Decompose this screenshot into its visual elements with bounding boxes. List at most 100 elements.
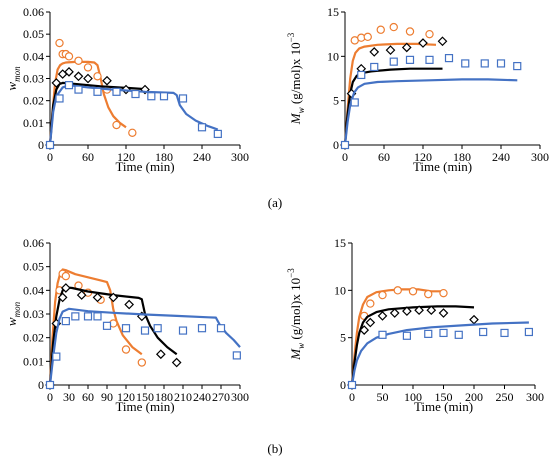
data-point-square bbox=[347, 380, 357, 390]
y-tick-label: 0 bbox=[38, 138, 44, 152]
y-axis-title-variable: w bbox=[4, 317, 19, 326]
series-1-model-curve bbox=[350, 288, 444, 386]
data-point-circle bbox=[112, 120, 121, 130]
x-axis-title: Time (min) bbox=[115, 399, 174, 414]
y-tick-label: 0.03 bbox=[23, 72, 44, 86]
data-point-circle bbox=[363, 32, 372, 42]
data-point-circle bbox=[93, 72, 102, 81]
x-tick-label: 180 bbox=[155, 150, 173, 164]
data-point-square bbox=[83, 312, 93, 321]
x-tick-label: 210 bbox=[174, 390, 192, 404]
data-point-diamond bbox=[401, 42, 412, 53]
chart-b-monomer-fraction: 0 30 60 90 120 150 180 210 240 270 300 0 0.01 0.02 0.0… bbox=[4, 236, 249, 414]
data-point-circle bbox=[74, 56, 83, 65]
data-point-diamond bbox=[102, 75, 112, 86]
data-point-square bbox=[71, 312, 80, 321]
data-point-circle bbox=[55, 38, 64, 48]
data-point-diamond bbox=[124, 299, 135, 310]
y-tick-label: 0.02 bbox=[23, 94, 44, 108]
series-3-model-curve bbox=[343, 78, 518, 146]
data-point-circle bbox=[424, 289, 433, 299]
series-2-model-curve bbox=[350, 305, 475, 386]
data-point-diamond bbox=[365, 317, 376, 328]
x-tick-label: 60 bbox=[378, 150, 390, 164]
x-tick-label: 150 bbox=[136, 390, 154, 404]
data-point-circle bbox=[137, 358, 147, 367]
data-point-diamond bbox=[437, 36, 448, 47]
y-axis-title-subscript: w bbox=[296, 343, 306, 349]
data-point-diamond bbox=[57, 292, 68, 303]
data-point-square bbox=[55, 94, 64, 103]
x-tick-label: 240 bbox=[193, 150, 211, 164]
data-point-square bbox=[389, 57, 398, 66]
chart-a-molecular-weight: 0 60 120 180 240 300 0 5 10 15 Time (min) Mw (g/mol… bbox=[286, 5, 549, 174]
x-tick-label: 200 bbox=[465, 390, 483, 404]
data-point-diamond bbox=[108, 292, 119, 303]
data-point-square bbox=[74, 85, 83, 94]
data-point-square bbox=[140, 326, 150, 335]
y-tick-label: 0.06 bbox=[23, 5, 44, 19]
y-axis-title-units: (g/mol)x 10 bbox=[288, 42, 303, 107]
x-axis-title: Time (min) bbox=[115, 159, 174, 174]
x-axis-title: Time (min) bbox=[413, 159, 472, 174]
data-point-square bbox=[52, 352, 61, 361]
data-point-diamond bbox=[83, 73, 93, 84]
data-point-square bbox=[197, 123, 207, 132]
series-2-model-curve bbox=[48, 81, 146, 146]
x-tick-label: 60 bbox=[82, 390, 94, 404]
data-point-square bbox=[480, 59, 489, 68]
data-point-square bbox=[357, 70, 366, 80]
y-tick-label: 15 bbox=[327, 5, 339, 19]
x-tick-label: 300 bbox=[526, 390, 544, 404]
data-point-circle bbox=[389, 22, 398, 32]
data-point-square bbox=[424, 329, 433, 338]
y-tick-label: 15 bbox=[334, 236, 346, 250]
data-point-circle bbox=[408, 287, 418, 296]
y-tick-label: 0.02 bbox=[23, 331, 44, 345]
x-tick-label: 120 bbox=[117, 150, 135, 164]
y-tick-label: 0 bbox=[38, 378, 44, 392]
y-axis-title: wmon bbox=[4, 66, 22, 91]
x-tick-label: 300 bbox=[531, 150, 549, 164]
data-point-square bbox=[45, 380, 55, 390]
data-point-square bbox=[112, 87, 121, 96]
data-point-square bbox=[479, 327, 488, 337]
data-point-square bbox=[524, 327, 534, 337]
x-tick-label: 0 bbox=[342, 150, 348, 164]
data-point-circle bbox=[366, 299, 375, 308]
y-tick-label: 0.05 bbox=[23, 27, 44, 41]
x-tick-label: 150 bbox=[435, 390, 453, 404]
x-tick-label: 100 bbox=[404, 390, 422, 404]
data-point-square bbox=[444, 54, 454, 63]
data-point-square bbox=[153, 324, 162, 333]
panel-label-b: (b) bbox=[267, 441, 282, 456]
data-point-circle bbox=[64, 52, 74, 61]
data-point-square bbox=[378, 330, 387, 339]
data-point-square bbox=[513, 61, 522, 71]
y-tick-label: 0.04 bbox=[23, 283, 44, 297]
data-point-circle bbox=[83, 63, 93, 72]
y-tick-label: 0.03 bbox=[23, 307, 44, 321]
data-point-circle bbox=[405, 27, 415, 36]
data-point-square bbox=[178, 326, 188, 335]
data-point-square bbox=[45, 140, 55, 150]
y-axis-title: Mw (g/mol)x 10−3 bbox=[286, 32, 306, 125]
data-point-square bbox=[350, 98, 359, 107]
y-axis-title-units: (g/mol)x 10 bbox=[288, 278, 303, 343]
data-point-diamond bbox=[51, 78, 62, 88]
y-tick-label: 0.04 bbox=[23, 49, 44, 63]
data-point-diamond bbox=[385, 45, 396, 55]
data-point-square bbox=[93, 312, 102, 321]
data-point-diamond bbox=[418, 38, 428, 48]
series-3-model-curve bbox=[48, 84, 219, 146]
series-1-model-curve bbox=[48, 60, 127, 146]
x-tick-label: 0 bbox=[47, 150, 53, 164]
data-point-diamond bbox=[60, 283, 71, 293]
y-axis-title-variable: M bbox=[288, 348, 303, 361]
y-axis-title-subscript: mon bbox=[12, 301, 22, 317]
data-point-square bbox=[425, 55, 434, 64]
x-tick-label: 120 bbox=[117, 390, 135, 404]
data-point-diamond bbox=[389, 308, 400, 318]
data-point-square bbox=[405, 55, 415, 64]
